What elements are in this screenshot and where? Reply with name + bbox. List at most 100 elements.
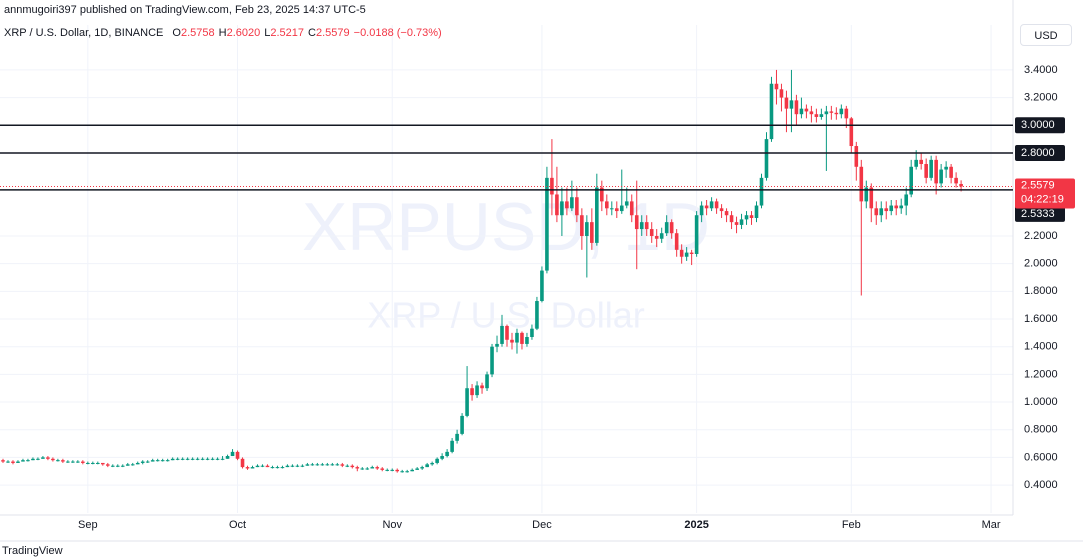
candle-body	[91, 462, 95, 464]
candle-body	[759, 177, 764, 206]
candle-body	[455, 433, 459, 441]
brand: TradingView	[2, 545, 63, 557]
candle-body	[340, 464, 345, 466]
candle-body	[71, 461, 75, 463]
candle-body	[76, 461, 80, 463]
candle-body	[160, 460, 165, 462]
candle-body	[405, 471, 409, 473]
candle-body	[779, 89, 784, 98]
candle-body	[230, 451, 235, 457]
candle-body	[46, 457, 50, 459]
candle-body	[824, 111, 829, 115]
candle-body	[575, 197, 579, 216]
candle-body	[21, 460, 25, 462]
currency-button[interactable]: USD	[1020, 24, 1072, 46]
candle-body	[305, 464, 310, 466]
legend-key: L	[264, 27, 271, 39]
countdown: 04:22:19	[1021, 193, 1064, 205]
candle-body	[510, 339, 514, 343]
candle-body	[739, 219, 744, 225]
candle-body	[51, 458, 55, 461]
last-price-box	[1015, 178, 1075, 209]
candle-body	[535, 301, 539, 329]
candle-body	[624, 201, 629, 206]
candle-body	[639, 222, 644, 230]
candle-body	[949, 166, 953, 178]
candle-body	[939, 169, 943, 184]
candle-body	[684, 252, 689, 257]
candle-body	[260, 465, 265, 467]
candle-body	[450, 440, 454, 452]
y-tick-label: 3.4000	[1024, 64, 1058, 76]
candle-body	[565, 201, 569, 209]
y-tick-label: 0.6000	[1024, 451, 1058, 463]
y-tick-label: 1.6000	[1024, 313, 1058, 325]
candle-body	[600, 187, 604, 202]
candle-body	[515, 332, 519, 343]
candle-body	[904, 194, 909, 206]
candle-body	[629, 201, 634, 216]
candle-body	[929, 159, 933, 178]
candle-body	[839, 108, 844, 115]
candle-body	[465, 388, 469, 416]
ohlc-legend: XRP / U.S. Dollar, 1D, BINANCE O2.5758 H2…	[4, 27, 442, 39]
candle-body	[924, 164, 928, 178]
candle-body	[954, 177, 958, 184]
candle-body	[110, 465, 115, 467]
candle-body	[220, 458, 225, 460]
candle-body	[699, 205, 704, 216]
candle-body	[644, 222, 649, 230]
candle-body	[545, 177, 549, 271]
candle-body	[205, 458, 210, 460]
candle-body	[689, 252, 694, 254]
watermark: XRPUSD, 1D	[302, 189, 710, 265]
candle-body	[365, 468, 370, 470]
legend-value: −0.0188 (−0.73%)	[353, 27, 442, 39]
candle-body	[799, 108, 804, 115]
candle-body	[280, 467, 285, 469]
candle-body	[505, 325, 509, 340]
y-tick-label: 1.2000	[1024, 368, 1058, 380]
candle-body	[195, 458, 200, 460]
candle-body	[619, 205, 624, 212]
candle-body	[784, 97, 789, 109]
candle-body	[609, 208, 614, 210]
candle-body	[659, 233, 664, 239]
candle-body	[744, 215, 749, 220]
candle-body	[11, 461, 15, 463]
candle-body	[125, 464, 130, 466]
candle-body	[1, 460, 5, 462]
candle-body	[435, 458, 439, 463]
x-tick-label: Oct	[229, 519, 246, 531]
candle-body	[530, 328, 534, 338]
candle-body	[310, 464, 315, 466]
candle-body	[919, 159, 923, 165]
candle-body	[275, 467, 280, 469]
symbol: XRP / U.S. Dollar, 1D, BINANCE	[4, 27, 164, 39]
candle-body	[490, 346, 494, 375]
candle-body	[664, 222, 669, 234]
candle-body	[590, 222, 594, 243]
candle-body	[769, 83, 774, 140]
candle-body	[914, 159, 918, 167]
y-tick-label: 2.2000	[1024, 230, 1058, 242]
candle-body	[819, 114, 824, 117]
candle-body	[370, 467, 375, 469]
candle-body	[674, 233, 679, 250]
candle-body	[849, 118, 854, 147]
candle-body	[430, 462, 434, 465]
candle-body	[560, 201, 564, 216]
candle-body	[190, 458, 195, 460]
candle-body	[774, 83, 779, 90]
candle-body	[709, 201, 714, 209]
legend-key: H	[218, 27, 227, 39]
candle-body	[36, 458, 40, 460]
candle-body	[889, 205, 894, 212]
candle-body	[724, 211, 729, 216]
candle-body	[170, 458, 175, 461]
candle-body	[854, 146, 859, 167]
candle-body	[649, 229, 654, 236]
candle-body	[345, 465, 350, 467]
candle-body	[500, 325, 504, 344]
